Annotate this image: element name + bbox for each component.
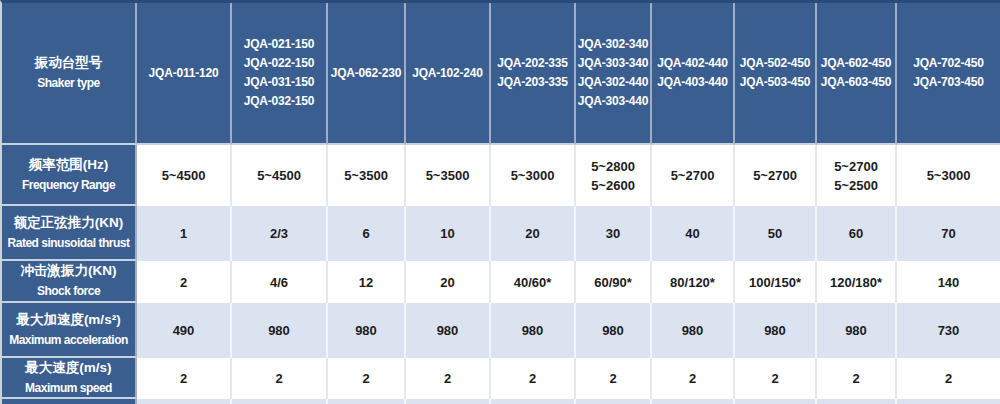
value-cell: 2 bbox=[576, 358, 652, 399]
partial-row-label-cell bbox=[2, 399, 137, 404]
row-label-en: Shock force bbox=[37, 281, 100, 301]
shaker-spec-table: 振动台型号 Shaker type JQA-011-120JQA-021-150… bbox=[0, 0, 1000, 404]
value-cell: 20 bbox=[491, 206, 576, 261]
value-cell: 5~2700 bbox=[735, 145, 817, 206]
value-cell: 140 bbox=[897, 261, 1000, 303]
value-cell: 2 bbox=[137, 261, 232, 303]
value-cell: 980 bbox=[491, 303, 576, 358]
value-cell: 20 bbox=[406, 261, 491, 303]
shaker-spec-grid: 振动台型号 Shaker type JQA-011-120JQA-021-150… bbox=[2, 3, 1000, 404]
row-label-zh: 最大加速度(m/s²) bbox=[16, 310, 120, 330]
value-cell: 30 bbox=[576, 206, 652, 261]
header-model-cell: JQA-302-340 JQA-303-340 JQA-302-440 JQA-… bbox=[576, 3, 652, 145]
value-cell: 2 bbox=[137, 358, 232, 399]
value-cell: 980 bbox=[328, 303, 406, 358]
partial-row-cell bbox=[406, 399, 491, 404]
header-model-cell: JQA-021-150 JQA-022-150 JQA-031-150 JQA-… bbox=[232, 3, 328, 145]
row-label-cell: 冲击激振力(KN)Shock force bbox=[2, 261, 137, 303]
partial-row-cell bbox=[735, 399, 817, 404]
value-cell: 120/180* bbox=[817, 261, 897, 303]
value-cell: 2 bbox=[406, 358, 491, 399]
partial-row-cell bbox=[328, 399, 406, 404]
row-label-en: Frequency Range bbox=[22, 175, 115, 195]
row-label-en: Maximum speed bbox=[25, 378, 112, 398]
partial-row-cell bbox=[576, 399, 652, 404]
partial-row-cell bbox=[897, 399, 1000, 404]
partial-row-cell bbox=[652, 399, 735, 404]
header-model-cell: JQA-702-450 JQA-703-450 bbox=[897, 3, 1000, 145]
value-cell: 2 bbox=[897, 358, 1000, 399]
header-model-cell: JQA-062-230 bbox=[328, 3, 406, 145]
value-cell: 70 bbox=[897, 206, 1000, 261]
value-cell: 5~2800 5~2600 bbox=[576, 145, 652, 206]
value-cell: 2 bbox=[491, 358, 576, 399]
value-cell: 2/3 bbox=[232, 206, 328, 261]
value-cell: 980 bbox=[232, 303, 328, 358]
row-label-zh: 额定正弦推力(KN) bbox=[14, 213, 124, 233]
value-cell: 980 bbox=[576, 303, 652, 358]
shaker-type-header-cell: 振动台型号 Shaker type bbox=[2, 3, 137, 145]
header-model-cell: JQA-602-450 JQA-603-450 bbox=[817, 3, 897, 145]
value-cell: 980 bbox=[652, 303, 735, 358]
shaker-type-label-zh: 振动台型号 bbox=[35, 53, 103, 73]
value-cell: 5~3500 bbox=[328, 145, 406, 206]
partial-row-cell bbox=[817, 399, 897, 404]
value-cell: 80/120* bbox=[652, 261, 735, 303]
value-cell: 5~3000 bbox=[897, 145, 1000, 206]
header-model-cell: JQA-011-120 bbox=[137, 3, 232, 145]
value-cell: 980 bbox=[735, 303, 817, 358]
value-cell: 2 bbox=[232, 358, 328, 399]
row-label-cell: 最大速度(m/s)Maximum speed bbox=[2, 358, 137, 399]
row-label-zh: 冲击激振力(KN) bbox=[21, 261, 117, 281]
value-cell: 60 bbox=[817, 206, 897, 261]
value-cell: 5~2700 bbox=[652, 145, 735, 206]
value-cell: 5~2700 5~2500 bbox=[817, 145, 897, 206]
row-label-cell: 最大加速度(m/s²)Maximum acceleration bbox=[2, 303, 137, 358]
partial-row-cell bbox=[491, 399, 576, 404]
partial-row-cell bbox=[232, 399, 328, 404]
partial-row-cell bbox=[137, 399, 232, 404]
value-cell: 40/60* bbox=[491, 261, 576, 303]
value-cell: 5~3500 bbox=[406, 145, 491, 206]
value-cell: 490 bbox=[137, 303, 232, 358]
row-label-cell: 频率范围(Hz)Frequency Range bbox=[2, 145, 137, 206]
row-label-en: Maximum acceleration bbox=[9, 330, 128, 350]
value-cell: 730 bbox=[897, 303, 1000, 358]
header-model-cell: JQA-202-335 JQA-203-335 bbox=[491, 3, 576, 145]
value-cell: 10 bbox=[406, 206, 491, 261]
value-cell: 2 bbox=[328, 358, 406, 399]
value-cell: 980 bbox=[406, 303, 491, 358]
header-model-cell: JQA-102-240 bbox=[406, 3, 491, 145]
value-cell: 40 bbox=[652, 206, 735, 261]
value-cell: 50 bbox=[735, 206, 817, 261]
row-label-en: Rated sinusoidal thrust bbox=[8, 233, 130, 253]
header-model-cell: JQA-502-450 JQA-503-450 bbox=[735, 3, 817, 145]
value-cell: 2 bbox=[817, 358, 897, 399]
value-cell: 6 bbox=[328, 206, 406, 261]
header-model-cell: JQA-402-440 JQA-403-440 bbox=[652, 3, 735, 145]
value-cell: 5~4500 bbox=[232, 145, 328, 206]
value-cell: 100/150* bbox=[735, 261, 817, 303]
row-label-zh: 最大速度(m/s) bbox=[25, 358, 111, 378]
shaker-type-label-en: Shaker type bbox=[37, 73, 100, 93]
value-cell: 12 bbox=[328, 261, 406, 303]
value-cell: 1 bbox=[137, 206, 232, 261]
value-cell: 60/90* bbox=[576, 261, 652, 303]
value-cell: 2 bbox=[652, 358, 735, 399]
row-label-zh: 频率范围(Hz) bbox=[29, 155, 109, 175]
row-label-cell: 额定正弦推力(KN)Rated sinusoidal thrust bbox=[2, 206, 137, 261]
value-cell: 4/6 bbox=[232, 261, 328, 303]
value-cell: 5~3000 bbox=[491, 145, 576, 206]
value-cell: 2 bbox=[735, 358, 817, 399]
value-cell: 980 bbox=[817, 303, 897, 358]
value-cell: 5~4500 bbox=[137, 145, 232, 206]
